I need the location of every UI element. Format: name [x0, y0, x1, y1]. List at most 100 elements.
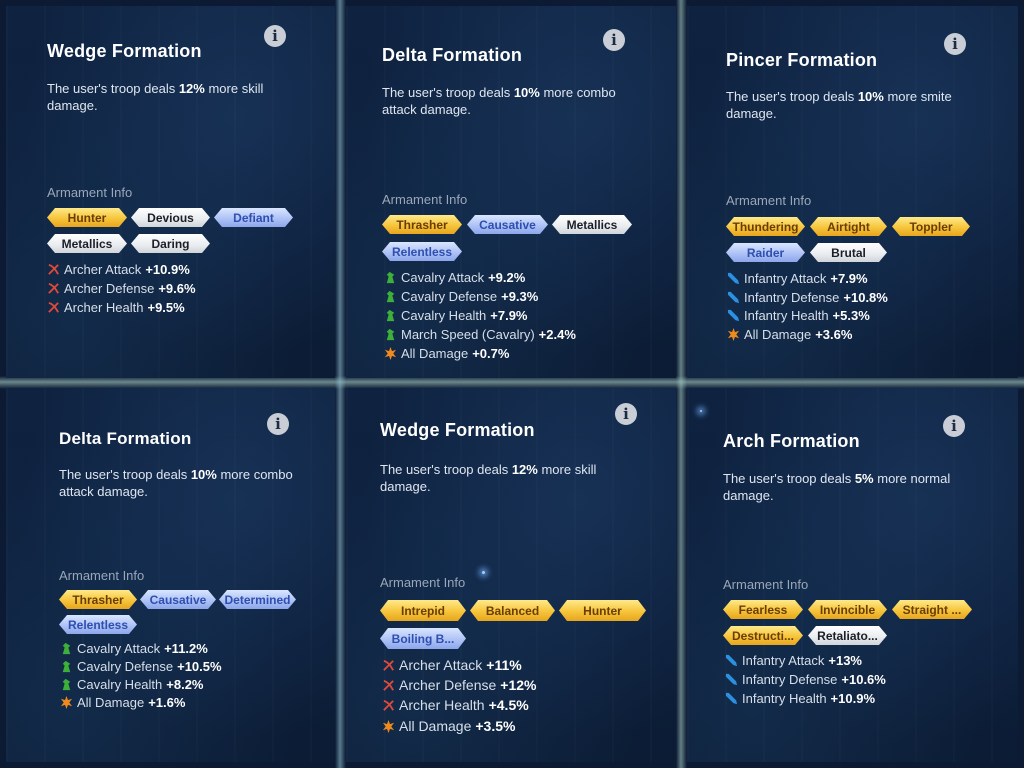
card-title: Delta Formation	[59, 429, 192, 448]
archer-icon	[48, 263, 59, 275]
armament-chip[interactable]: Hunter	[559, 600, 646, 621]
infantry-icon	[727, 309, 740, 322]
armament-info-label: Armament Info	[382, 192, 468, 207]
armament-chip[interactable]: Thrasher	[59, 590, 137, 609]
armament-info-label: Armament Info	[723, 577, 809, 592]
stat-row: Infantry Attack +7.9%	[727, 271, 868, 286]
formation-card-6: Arch Formation i The user's troop deals …	[687, 388, 1018, 762]
armament-chip[interactable]: Boiling B...	[380, 628, 466, 649]
stat-row: All Damage +3.5%	[382, 718, 515, 734]
info-icon[interactable]: i	[615, 403, 637, 425]
armament-info-label: Armament Info	[380, 575, 466, 590]
stat-row: Archer Attack +11%	[382, 657, 522, 673]
stat-row: March Speed (Cavalry) +2.4%	[384, 327, 576, 342]
cavalry-icon	[62, 642, 71, 655]
armament-chip[interactable]: Straight ...	[892, 600, 972, 619]
stat-row: Cavalry Attack +11.2%	[60, 641, 208, 656]
all-damage-icon	[384, 347, 397, 360]
card-title: Arch Formation	[723, 431, 860, 451]
armament-chip[interactable]: Causative	[467, 215, 548, 234]
cavalry-icon	[386, 309, 395, 322]
armament-chip[interactable]: Brutal	[810, 243, 887, 262]
info-icon[interactable]: i	[264, 25, 286, 47]
armament-chip[interactable]: Intrepid	[380, 600, 466, 621]
stat-row: Infantry Health +5.3%	[727, 308, 870, 323]
formation-card-5: Wedge Formation i The user's troop deals…	[346, 388, 676, 762]
armament-info-label: Armament Info	[59, 568, 145, 583]
stat-row: All Damage +0.7%	[384, 346, 509, 361]
card-title: Delta Formation	[382, 45, 523, 65]
stat-row: Cavalry Health +8.2%	[60, 677, 204, 692]
armament-chip[interactable]: Devious	[131, 208, 210, 227]
infantry-icon	[727, 291, 740, 304]
sparkle	[700, 410, 702, 412]
armament-chip[interactable]: Thundering	[726, 217, 805, 236]
all-damage-icon	[727, 328, 740, 341]
info-icon[interactable]: i	[603, 29, 625, 51]
sparkle	[482, 571, 485, 574]
stat-row: All Damage +3.6%	[727, 327, 852, 342]
cavalry-icon	[386, 290, 395, 303]
all-damage-icon	[60, 696, 73, 709]
armament-chip[interactable]: Determined	[219, 590, 296, 609]
formation-card-4: Delta Formation i The user's troop deals…	[6, 388, 335, 762]
all-damage-icon	[382, 719, 395, 733]
armament-chip[interactable]: Relentless	[382, 242, 462, 261]
armament-chip[interactable]: Invincible	[808, 600, 887, 619]
stat-row: Cavalry Attack +9.2%	[384, 270, 525, 285]
info-icon[interactable]: i	[943, 415, 965, 437]
armament-chip[interactable]: Destructi...	[723, 626, 803, 645]
armament-chip[interactable]: Airtight	[810, 217, 887, 236]
cavalry-icon	[62, 678, 71, 691]
card-description: The user's troop deals 10% more combo at…	[382, 85, 616, 117]
info-icon[interactable]: i	[267, 413, 289, 435]
stat-row: Archer Health +9.5%	[47, 300, 185, 315]
armament-chip[interactable]: Metallics	[552, 215, 632, 234]
armament-chip[interactable]: Toppler	[892, 217, 970, 236]
stat-row: Archer Attack +10.9%	[47, 262, 190, 277]
card-title: Wedge Formation	[380, 420, 535, 440]
infantry-icon	[725, 654, 738, 667]
armament-chip[interactable]: Causative	[140, 590, 216, 609]
armament-chip[interactable]: Relentless	[59, 615, 137, 634]
card-description: The user's troop deals 10% more smite da…	[726, 89, 952, 121]
armament-chip[interactable]: Raider	[726, 243, 805, 262]
armament-info-label: Armament Info	[47, 185, 133, 200]
infantry-icon	[727, 272, 740, 285]
stat-row: Infantry Defense +10.8%	[727, 290, 888, 305]
stat-row: Cavalry Health +7.9%	[384, 308, 528, 323]
info-icon[interactable]: i	[944, 33, 966, 55]
archer-icon	[383, 679, 394, 691]
armament-chip[interactable]: Hunter	[47, 208, 127, 227]
formation-card-2: Delta Formation i The user's troop deals…	[346, 6, 676, 378]
infantry-icon	[725, 692, 738, 705]
armament-chip[interactable]: Daring	[131, 234, 210, 253]
archer-icon	[48, 301, 59, 313]
archer-icon	[48, 282, 59, 294]
stat-row: Cavalry Defense +10.5%	[60, 659, 222, 674]
card-description: The user's troop deals 12% more skill da…	[380, 462, 597, 494]
stat-row: Archer Health +4.5%	[382, 697, 529, 713]
stat-row: Archer Defense +9.6%	[47, 281, 196, 296]
card-description: The user's troop deals 10% more combo at…	[59, 467, 293, 499]
armament-chip[interactable]: Metallics	[47, 234, 127, 253]
stat-row: Infantry Defense +10.6%	[725, 672, 886, 687]
armament-chip[interactable]: Balanced	[470, 600, 555, 621]
archer-icon	[383, 699, 394, 711]
stat-row: Cavalry Defense +9.3%	[384, 289, 538, 304]
armament-chip[interactable]: Defiant	[214, 208, 293, 227]
card-title: Wedge Formation	[47, 41, 202, 61]
armament-chip[interactable]: Thrasher	[382, 215, 462, 234]
armament-chip[interactable]: Retaliato...	[808, 626, 887, 645]
cavalry-icon	[386, 271, 395, 284]
armament-chip[interactable]: Fearless	[723, 600, 803, 619]
card-description: The user's troop deals 5% more normal da…	[723, 471, 951, 503]
cavalry-icon	[386, 328, 395, 341]
stat-row: All Damage +1.6%	[60, 695, 185, 710]
armament-info-label: Armament Info	[726, 193, 812, 208]
stat-row: Infantry Attack +13%	[725, 653, 862, 668]
archer-icon	[383, 659, 394, 671]
stat-row: Archer Defense +12%	[382, 677, 536, 693]
cavalry-icon	[62, 660, 71, 673]
stat-row: Infantry Health +10.9%	[725, 691, 875, 706]
